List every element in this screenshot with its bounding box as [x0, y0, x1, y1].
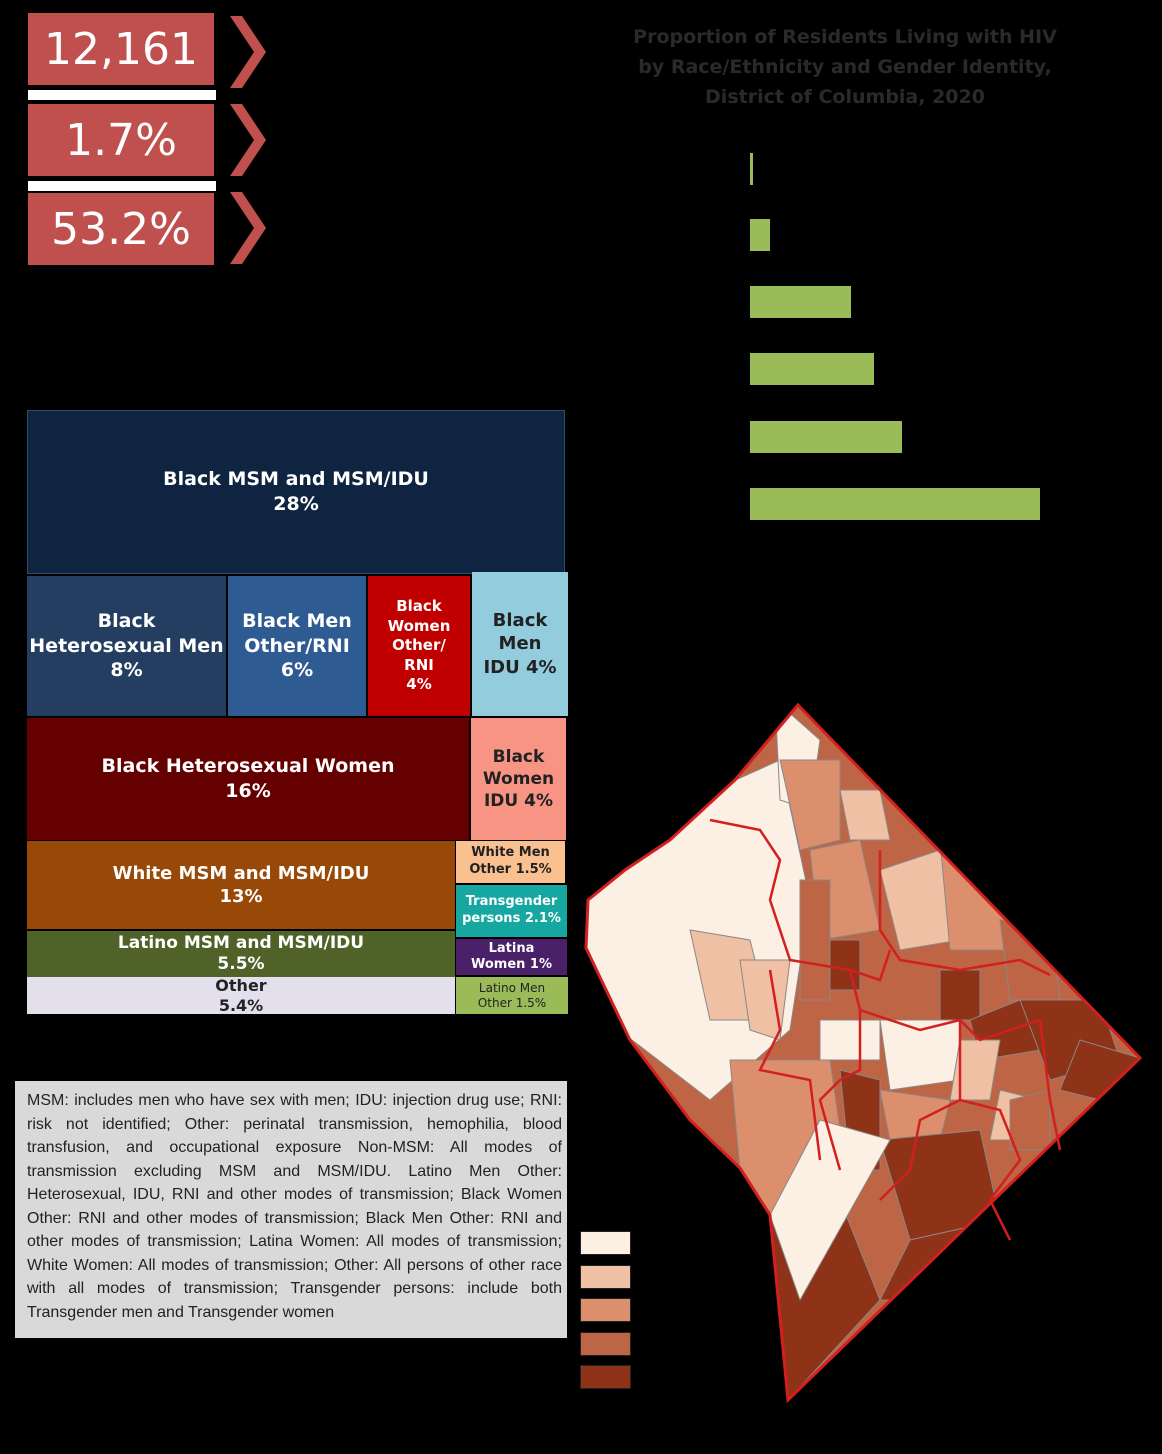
treemap-cell-transgender: Transgender persons 2.1% — [456, 885, 567, 937]
treemap-cell-latino-msm: Latino MSM and MSM/IDU 5.5% — [27, 931, 455, 977]
cell-label: White MSM and MSM/IDU — [112, 862, 370, 884]
treemap-cell-black-msm: Black MSM and MSM/IDU 28% — [27, 410, 565, 574]
cell-label: Black MSM and MSM/IDU — [163, 468, 429, 491]
treemap-cell-black-men-idu: Black Men IDU 4% — [472, 572, 568, 716]
treemap-cell-other: Other 5.4% — [27, 976, 455, 1015]
divider — [28, 181, 216, 191]
legend-swatch — [580, 1365, 631, 1389]
bar — [750, 286, 851, 318]
cell-value: 13% — [219, 886, 263, 907]
treemap-cell-white-msm: White MSM and MSM/IDU 13% — [27, 841, 455, 929]
stat-box-prevalence: 1.7% — [28, 104, 214, 176]
treemap-cell-latina-women: Latina Women 1% — [456, 939, 567, 975]
chart-title: Proportion of Residents Living with HIV … — [633, 26, 1057, 108]
dc-choropleth-map — [584, 702, 1143, 1404]
treemap-cell-black-hetero-women: Black Heterosexual Women 16% — [27, 718, 469, 840]
legend-swatch — [580, 1265, 631, 1289]
bar — [750, 219, 770, 251]
cell-label: Latino MSM and MSM/IDU — [117, 932, 365, 953]
cell-label: White Men Other 1.5% — [469, 845, 552, 877]
bar — [750, 153, 753, 185]
divider — [28, 90, 216, 100]
stat-box-total-cases: 12,161 — [28, 13, 214, 85]
chevron-right-icon — [230, 104, 266, 176]
cell-label: Black Women IDU 4% — [482, 746, 555, 812]
treemap-cell-black-women-idu: Black Women IDU 4% — [471, 718, 566, 840]
cell-label: Other — [215, 976, 267, 996]
cell-label: Latina Women 1% — [470, 940, 553, 972]
treemap-cell-black-men-other: Black Men Other/RNI 6% — [228, 576, 366, 716]
cell-label: Black Men Other/RNI — [242, 609, 352, 657]
stat-box-percent: 53.2% — [28, 193, 214, 265]
footnote: MSM: includes men who have sex with men;… — [15, 1081, 567, 1338]
cell-label: Black Heterosexual Men — [29, 609, 224, 657]
cell-label: Black Men IDU 4% — [483, 609, 557, 678]
bar — [750, 421, 902, 453]
cell-label: Black Heterosexual Women — [101, 755, 395, 778]
treemap-cell-black-women-other: Black Women Other/ RNI 4% — [368, 576, 470, 716]
legend-swatch — [580, 1332, 631, 1356]
cell-value: 4% — [406, 675, 432, 694]
treemap-cell-latino-men-other: Latino Men Other 1.5% — [456, 977, 568, 1014]
legend-swatch — [580, 1231, 631, 1255]
bar — [750, 353, 874, 385]
legend-swatch — [580, 1298, 631, 1322]
cell-value: 8% — [110, 659, 143, 682]
cell-value: 5.5% — [217, 954, 265, 974]
cell-value: 28% — [273, 493, 319, 515]
cell-value: 16% — [225, 780, 271, 802]
cell-label: Transgender persons 2.1% — [462, 894, 561, 926]
chevron-right-icon — [230, 16, 266, 88]
chevron-right-icon — [230, 192, 266, 264]
treemap-cell-white-men-other: White Men Other 1.5% — [456, 841, 565, 883]
bar — [750, 488, 1040, 520]
cell-label: Black Women Other/ RNI — [387, 597, 451, 674]
cell-label: Latino Men Other 1.5% — [477, 981, 547, 1010]
treemap-cell-black-hetero-men: Black Heterosexual Men 8% — [27, 576, 226, 716]
cell-value: 6% — [280, 659, 314, 682]
cell-value: 5.4% — [218, 995, 264, 1015]
